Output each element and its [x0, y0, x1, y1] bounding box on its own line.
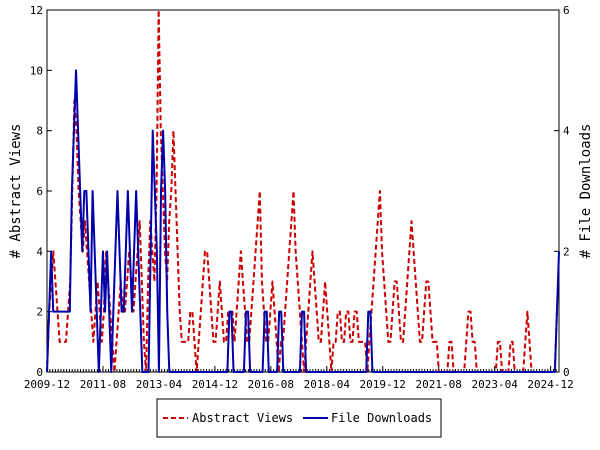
y-left-tick-label: 10 — [30, 64, 43, 77]
x-tick-label: 2014-12 — [192, 378, 238, 391]
y-right-tick-label: 4 — [563, 125, 570, 138]
x-ticks: 2009-12 2011-08 2013-04 2014-12 2016-08 2018-… — [24, 366, 574, 391]
series-line-file-downloads — [46, 69, 560, 373]
x-tick-label: 2009-12 — [24, 378, 70, 391]
y-axis-title-left: # Abstract Views — [8, 124, 24, 259]
y-left-tick-label: 8 — [36, 125, 43, 138]
y-left-tick-label: 4 — [36, 245, 43, 258]
y-right-tick-label: 6 — [563, 4, 570, 17]
plot-area — [46, 9, 560, 373]
legend-label-views: Abstract Views — [192, 411, 293, 425]
x-tick-label: 2024-12 — [527, 378, 573, 391]
y-axis-title-right: # File Downloads — [578, 124, 594, 259]
y-right-tick-label: 2 — [563, 245, 570, 258]
x-tick-label: 2023-04 — [471, 378, 518, 391]
y-right-tick-label: 0 — [563, 366, 570, 379]
y-left-tick-label: 6 — [36, 185, 43, 198]
x-tick-label: 2011-08 — [80, 378, 126, 391]
y-left-tick-label: 0 — [36, 366, 43, 379]
y-left-tick-label: 12 — [30, 4, 43, 17]
y-ticks-left: 0 2 4 6 8 10 12 — [30, 4, 52, 379]
legend-label-downloads: File Downloads — [331, 411, 432, 425]
y-left-tick-label: 2 — [36, 306, 43, 319]
legend-box — [156, 398, 442, 438]
legend: Abstract Views File Downloads — [156, 398, 442, 438]
x-tick-label: 2021-08 — [416, 378, 462, 391]
series-layer — [46, 9, 560, 373]
x-tick-label: 2019-12 — [360, 378, 406, 391]
x-tick-label: 2013-04 — [136, 378, 183, 391]
x-tick-label: 2016-08 — [248, 378, 294, 391]
x-tick-label: 2018-04 — [304, 378, 351, 391]
